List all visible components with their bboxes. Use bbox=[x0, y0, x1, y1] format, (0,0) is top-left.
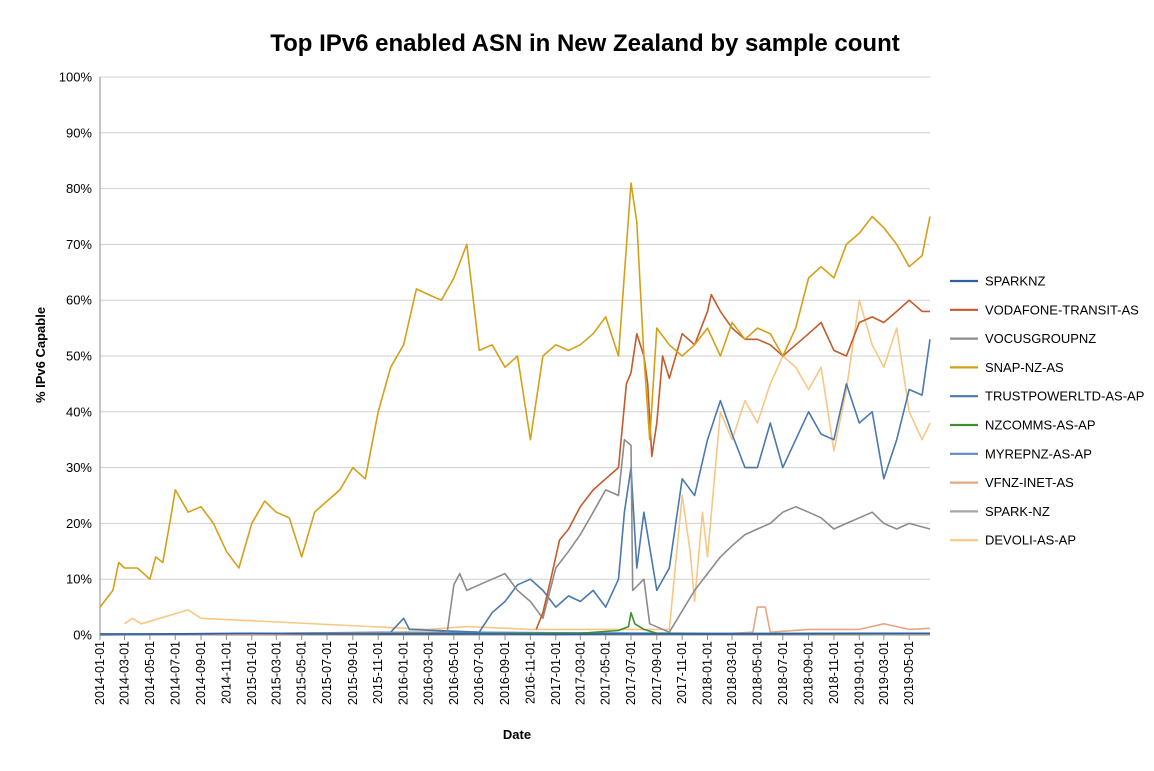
x-tick-label: 2019-05-01 bbox=[902, 641, 916, 705]
x-tick-label: 2018-03-01 bbox=[725, 641, 739, 705]
x-tick-label: 2016-07-01 bbox=[472, 641, 486, 705]
series-line-vfnz-inet-as bbox=[99, 606, 931, 636]
x-tick-label: 2016-09-01 bbox=[498, 641, 512, 705]
x-tick-label: 2014-11-01 bbox=[219, 641, 233, 704]
legend-label: VODAFONE-TRANSIT-AS bbox=[985, 302, 1139, 317]
series-line-snap-nz-as bbox=[99, 182, 931, 608]
x-tick-label: 2014-07-01 bbox=[168, 641, 182, 705]
legend-label: NZCOMMS-AS-AP bbox=[985, 418, 1096, 433]
y-tick-label: 0% bbox=[73, 628, 92, 643]
y-tick-label: 20% bbox=[66, 516, 92, 531]
legend-label: SPARKNZ bbox=[985, 274, 1045, 289]
y-axis-title: % IPv6 Capable bbox=[33, 307, 48, 403]
x-tick-label: 2014-09-01 bbox=[194, 641, 208, 705]
series-lines bbox=[99, 182, 931, 636]
x-tick-label: 2018-11-01 bbox=[827, 641, 841, 704]
legend-label: DEVOLI-AS-AP bbox=[985, 533, 1076, 548]
x-tick-label: 2014-01-01 bbox=[93, 641, 107, 705]
x-tick-label: 2015-05-01 bbox=[295, 641, 309, 705]
x-tick-label: 2016-01-01 bbox=[397, 641, 411, 705]
y-tick-label: 80% bbox=[66, 181, 92, 196]
y-tick-label: 60% bbox=[66, 293, 92, 308]
series-line-vodafone-transit-as bbox=[535, 293, 930, 630]
chart-title: Top IPv6 enabled ASN in New Zealand by s… bbox=[270, 30, 899, 57]
x-tick-label: 2016-11-01 bbox=[523, 641, 537, 704]
y-tick-label: 70% bbox=[66, 237, 92, 252]
legend-label: VFNZ-INET-AS bbox=[985, 475, 1074, 490]
legend-label: MYREPNZ-AS-AP bbox=[985, 446, 1092, 461]
grid-lines bbox=[99, 76, 930, 636]
y-tick-label: 100% bbox=[59, 70, 93, 85]
x-axis-ticks: 2014-01-01 2014-03-01 2014-05-01 2014-07-01… bbox=[93, 635, 916, 705]
y-tick-label: 30% bbox=[66, 460, 92, 475]
x-tick-label: 2017-01-01 bbox=[549, 641, 563, 705]
series-line-devoli-as-ap bbox=[124, 299, 931, 631]
x-tick-label: 2017-03-01 bbox=[573, 641, 587, 705]
y-tick-label: 90% bbox=[66, 125, 92, 140]
x-tick-label: 2018-05-01 bbox=[750, 641, 764, 705]
x-tick-label: 2017-05-01 bbox=[599, 641, 613, 705]
legend-label: VOCUSGROUPNZ bbox=[985, 331, 1096, 346]
y-axis-ticks: 0% 10% 20% 30% 40% 50% 60% 70% 80% 90% 100% bbox=[59, 70, 93, 643]
x-tick-label: 2018-09-01 bbox=[802, 641, 816, 705]
x-tick-label: 2019-01-01 bbox=[852, 641, 866, 705]
legend-label: SNAP-NZ-AS bbox=[985, 360, 1064, 375]
series-line-trustpowerltd-as-ap bbox=[99, 339, 931, 636]
x-tick-label: 2014-05-01 bbox=[143, 641, 157, 705]
x-tick-label: 2014-03-01 bbox=[118, 641, 132, 705]
x-tick-label: 2015-11-01 bbox=[371, 641, 385, 704]
series-line-sparknz bbox=[100, 632, 930, 636]
x-tick-label: 2015-03-01 bbox=[269, 641, 283, 705]
y-tick-label: 10% bbox=[66, 572, 92, 587]
x-tick-label: 2015-09-01 bbox=[346, 641, 360, 705]
x-tick-label: 2015-01-01 bbox=[245, 641, 259, 705]
x-tick-label: 2016-05-01 bbox=[447, 641, 461, 705]
x-tick-label: 2017-11-01 bbox=[675, 641, 689, 704]
x-tick-label: 2015-07-01 bbox=[320, 641, 334, 705]
legend: SPARKNZ VODAFONE-TRANSIT-AS VOCUSGROUPNZ SN… bbox=[950, 274, 1144, 548]
x-tick-label: 2019-03-01 bbox=[877, 641, 891, 705]
legend-label: TRUSTPOWERLTD-AS-AP bbox=[985, 389, 1144, 404]
y-tick-label: 40% bbox=[66, 404, 92, 419]
x-tick-label: 2018-07-01 bbox=[776, 641, 790, 705]
x-tick-label: 2018-01-01 bbox=[701, 641, 715, 705]
legend-label: SPARK-NZ bbox=[985, 504, 1050, 519]
x-tick-label: 2017-07-01 bbox=[624, 641, 638, 705]
y-tick-label: 50% bbox=[66, 349, 92, 364]
x-tick-label: 2017-09-01 bbox=[650, 641, 664, 705]
series-line-vocusgroupnz bbox=[99, 438, 931, 636]
x-tick-label: 2016-03-01 bbox=[422, 641, 436, 705]
x-axis-title: Date bbox=[503, 727, 531, 742]
